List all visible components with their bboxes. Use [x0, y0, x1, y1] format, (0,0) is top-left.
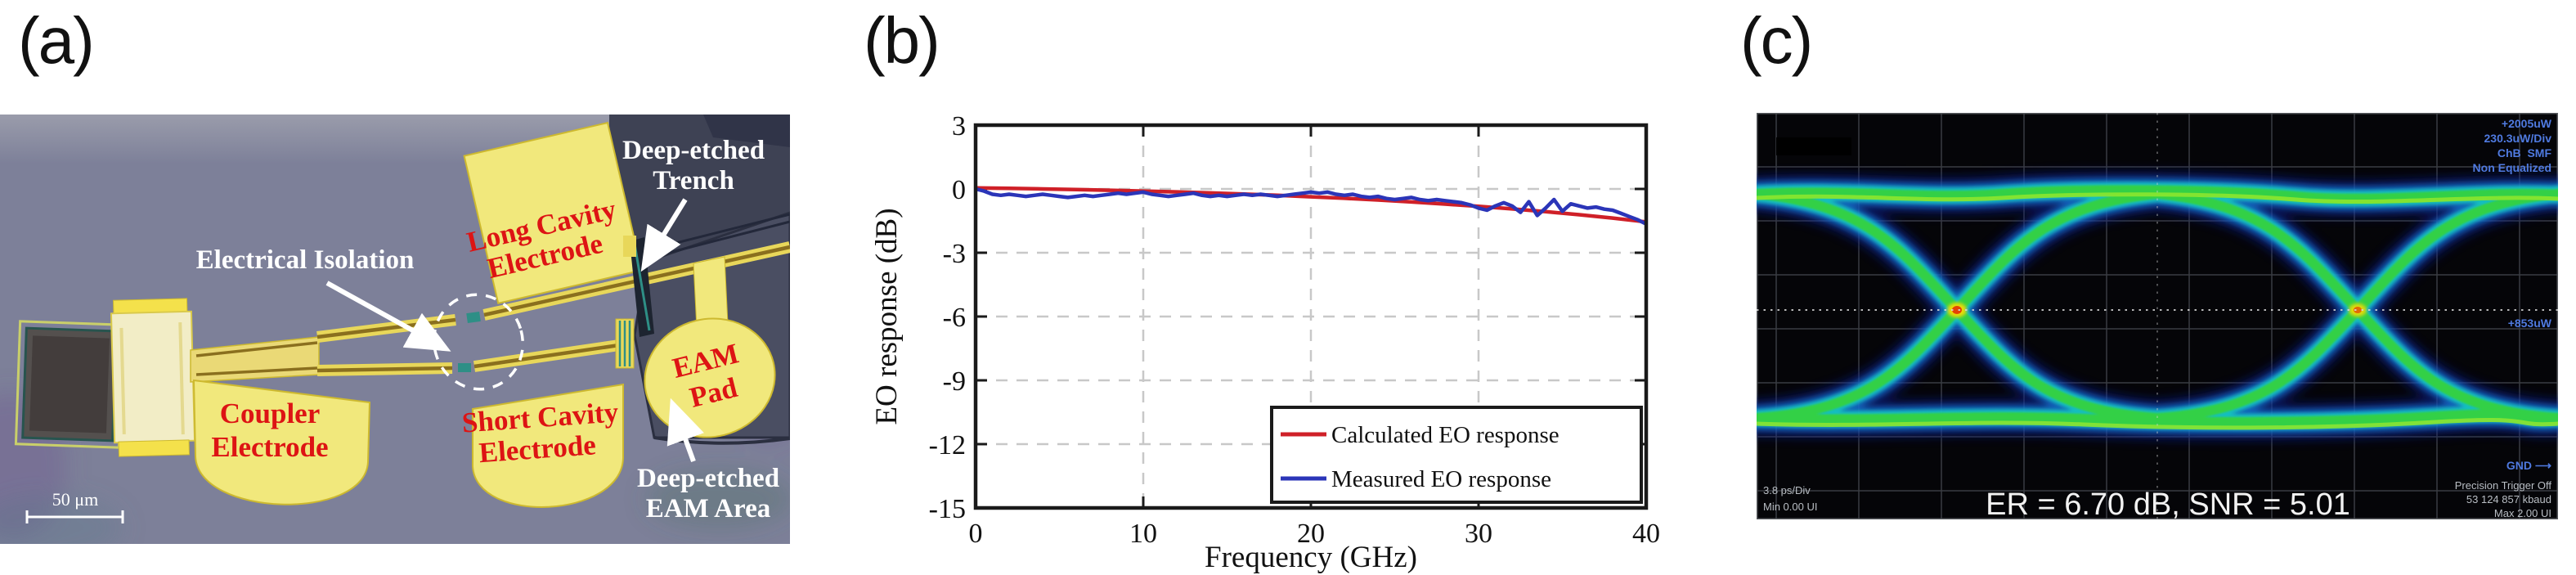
eam-area-label-line2: EAM Area	[646, 494, 770, 523]
dark-corner	[703, 115, 790, 147]
scale-bar	[25, 510, 124, 523]
long-cavity-electrode	[463, 121, 643, 305]
scale-bar-label: 50 μm	[52, 489, 98, 510]
coupler-label-line1: Coupler	[220, 398, 321, 429]
y-tick-label: -6	[943, 303, 966, 333]
coupler-electrode	[192, 379, 371, 505]
y-tick-label: -9	[943, 366, 966, 397]
legend: Calculated EO response Measured EO respo…	[1270, 406, 1643, 504]
eam-area-label-line1: Deep-etched	[637, 464, 779, 493]
short-cavity-electrode	[472, 383, 624, 508]
readout-equalization: Non Equalized	[2473, 161, 2551, 174]
y-axis-title: EO response (dB)	[870, 208, 904, 425]
electrical-isolation-arrow	[325, 281, 451, 352]
trench-highlight	[633, 243, 651, 331]
trench-label-line2: Trench	[653, 166, 734, 195]
y-tick-label: 0	[952, 175, 966, 205]
isolation-dashed-circle	[432, 293, 525, 391]
coupler-label-line2: Electrode	[211, 431, 328, 463]
gnd-marker-label: GND ⟶	[2506, 459, 2551, 472]
readout-trigger: Precision Trigger Off	[2455, 479, 2552, 492]
y-tick-label: 3	[952, 111, 966, 142]
readout-channel: ChB SMF	[2497, 146, 2552, 159]
eye-trace	[1757, 171, 2558, 443]
readout-baud: 53 124 857 kbaud	[2466, 493, 2551, 505]
lower-arm-right-core	[473, 343, 620, 369]
panel-a-micrograph: Long Cavity Electrode Coupler Electrode …	[0, 115, 790, 544]
readout-top-level: +2005uW	[2502, 117, 2552, 130]
er-snr-measurement: ER = 6.70 dB, SNR = 5.01	[1986, 487, 2350, 519]
plot-border	[973, 123, 1649, 510]
readout-scale: 230.3uW/Div	[2484, 132, 2552, 145]
legend-label-measured: Measured EO response	[1331, 466, 1551, 492]
connector-stripes	[618, 321, 631, 366]
scope-menu-box	[1776, 137, 1851, 155]
trench-pad	[623, 236, 636, 257]
hot-spots	[1757, 199, 2558, 443]
x-tick-label: 30	[1465, 519, 1492, 549]
trench-arrow	[640, 198, 688, 272]
panel-c-eye-diagram: +2005uW 230.3uW/Div ChB SMF Non Equalize…	[1757, 113, 2558, 519]
electrical-isolation-label: Electrical Isolation	[196, 245, 415, 275]
x-tick-label: 40	[1632, 519, 1660, 549]
panel-a-label: (a)	[18, 4, 95, 77]
readout-max-ui: Max 2.00 UI	[2494, 507, 2551, 519]
x-tick-label: 0	[969, 519, 983, 549]
readout-min-ui: Min 0.00 UI	[1763, 501, 1817, 513]
x-tick-label: 20	[1297, 519, 1325, 549]
legend-label-calculated: Calculated EO response	[1331, 422, 1560, 448]
panel-c-label: (c)	[1740, 4, 1813, 77]
readout-mid-level: +853uW	[2508, 317, 2552, 330]
isolation-gap-lower	[458, 363, 471, 372]
eam-area-arrow	[666, 398, 704, 463]
taper-core-lines	[195, 341, 318, 376]
lower-arm-left-core	[316, 366, 453, 373]
x-axis-title: Frequency (GHz)	[1205, 541, 1417, 574]
y-tick-label: -12	[929, 430, 966, 460]
y-tick-label: -3	[943, 239, 966, 269]
readout-timebase: 3.8 ps/Div	[1763, 484, 1811, 496]
series-measured	[975, 186, 1648, 226]
panel-b-label: (b)	[864, 4, 940, 77]
input-facet-block	[14, 320, 125, 449]
coupler-block	[110, 298, 196, 457]
trench-label-line1: Deep-etched	[622, 136, 765, 165]
isolation-gap-upper	[466, 311, 481, 324]
x-tick-label: 10	[1129, 519, 1157, 549]
y-tick-label: -15	[929, 494, 966, 524]
